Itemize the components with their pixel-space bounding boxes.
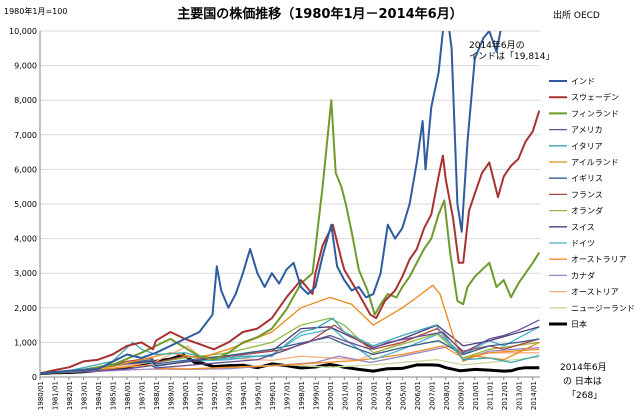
legend-label: イタリア [571, 142, 603, 151]
y-tick-label: 5,000 [14, 200, 37, 209]
series-line [40, 324, 540, 375]
annotation-japan-line-2: の 日本は [563, 375, 602, 387]
y-tick-label: 4,000 [14, 235, 37, 244]
legend-label: アメリカ [571, 126, 603, 135]
legend-label: オーストリア [571, 288, 619, 297]
y-tick-label: 2,000 [14, 304, 37, 313]
annotation-india-line-2: インドは「19,814」 [469, 51, 555, 62]
series-line [40, 31, 502, 375]
legend-label: オランダ [571, 206, 603, 216]
x-tick-label: 1989/01 [167, 381, 175, 410]
series-lines [40, 31, 540, 375]
annotation-india-line-1: 2014年6月の [469, 39, 525, 51]
y-tick-label: 7,000 [14, 131, 37, 140]
legend-label: インド [571, 77, 595, 86]
x-tick-label: 1994/01 [240, 381, 248, 410]
series-line [40, 110, 540, 375]
series-line [40, 319, 540, 375]
x-axis-ticks: 1980/01 1981/01 1982/01 1983/01 1984/01 1985/… [37, 377, 538, 410]
legend-label: オーストラリア [571, 255, 627, 264]
legend-label: ドイツ [571, 239, 595, 248]
x-tick-label: 1985/01 [109, 381, 117, 410]
x-tick-label: 1986/01 [124, 381, 132, 410]
x-tick-label: 1987/01 [138, 381, 146, 410]
legend-label: カナダ [571, 270, 595, 280]
x-tick-label: 2011/01 [486, 381, 494, 410]
x-tick-label: 1997/01 [283, 381, 291, 410]
x-tick-label: 1992/01 [211, 381, 219, 410]
annotation-india: 2014年6月の インドは「19,814」 [469, 39, 555, 62]
series-line [40, 326, 540, 375]
x-tick-label: 1980/01 [37, 381, 45, 410]
x-tick-label: 1991/01 [196, 381, 204, 410]
legend-label: スウェーデン [571, 92, 619, 102]
x-tick-label: 1990/01 [182, 381, 190, 410]
x-tick-label: 2013/01 [515, 381, 523, 410]
legend-label: スイス [571, 223, 595, 232]
x-tick-label: 1982/01 [66, 381, 74, 410]
x-tick-label: 1996/01 [269, 381, 277, 410]
y-axis-ticks: 0 1,000 2,000 3,000 4,000 5,000 6,000 7,000 8,00… [9, 27, 37, 382]
x-tick-label: 2005/01 [399, 381, 407, 410]
legend: インドスウェーデンフィンランドアメリカイタリアアイルランドイギリスフランスオラン… [549, 77, 635, 329]
x-tick-label: 1984/01 [95, 381, 103, 410]
legend-label: ニュージーランド [571, 304, 635, 313]
x-tick-label: 1983/01 [80, 381, 88, 410]
y-tick-label: 10,000 [9, 27, 37, 36]
y-tick-label: 1,000 [14, 338, 37, 347]
x-tick-label: 2001/01 [341, 381, 349, 410]
x-tick-label: 2000/01 [327, 381, 335, 410]
plot-area: 0 1,000 2,000 3,000 4,000 5,000 6,000 7,000 8,00… [9, 27, 540, 410]
legend-label: フィンランド [571, 109, 619, 118]
x-tick-label: 2007/01 [428, 381, 436, 410]
x-tick-label: 2006/01 [414, 381, 422, 410]
y-tick-label: 9,000 [14, 62, 37, 71]
annotation-japan: 2014年6月 の 日本は 「268」 [560, 361, 607, 401]
x-tick-label: 1981/01 [51, 381, 59, 410]
series-line [40, 99, 540, 375]
legend-label: アイルランド [571, 158, 619, 167]
x-tick-label: 2004/01 [385, 381, 393, 410]
gridlines [40, 30, 540, 343]
x-tick-label: 1998/01 [298, 381, 306, 410]
source-label: 出所 OECD [553, 9, 600, 21]
unit-label: 1980年1月=100 [4, 6, 67, 16]
x-tick-label: 2008/01 [443, 381, 451, 410]
x-tick-label: 1988/01 [153, 381, 161, 410]
x-tick-label: 2002/01 [356, 381, 364, 410]
y-tick-label: 0 [32, 373, 37, 382]
annotation-japan-line-3: 「268」 [567, 390, 602, 401]
x-tick-label: 2009/01 [457, 381, 465, 410]
annotation-japan-line-1: 2014年6月 [560, 361, 607, 373]
x-tick-label: 2010/01 [472, 381, 480, 410]
x-tick-label: 1999/01 [312, 381, 320, 410]
x-tick-label: 2012/01 [501, 381, 509, 410]
legend-label: イギリス [571, 174, 603, 183]
chart-title: 主要国の株価推移（1980年1月－2014年6月） [177, 6, 462, 22]
y-tick-label: 8,000 [14, 96, 37, 105]
y-tick-label: 6,000 [14, 165, 37, 174]
x-tick-label: 1993/01 [225, 381, 233, 410]
series-line [40, 336, 540, 375]
legend-label: フランス [571, 190, 603, 199]
x-tick-label: 1995/01 [254, 381, 262, 410]
x-tick-label: 2014/01 [530, 381, 538, 410]
legend-label: 日本 [571, 319, 587, 329]
y-tick-label: 3,000 [14, 269, 37, 278]
x-tick-label: 2003/01 [370, 381, 378, 410]
